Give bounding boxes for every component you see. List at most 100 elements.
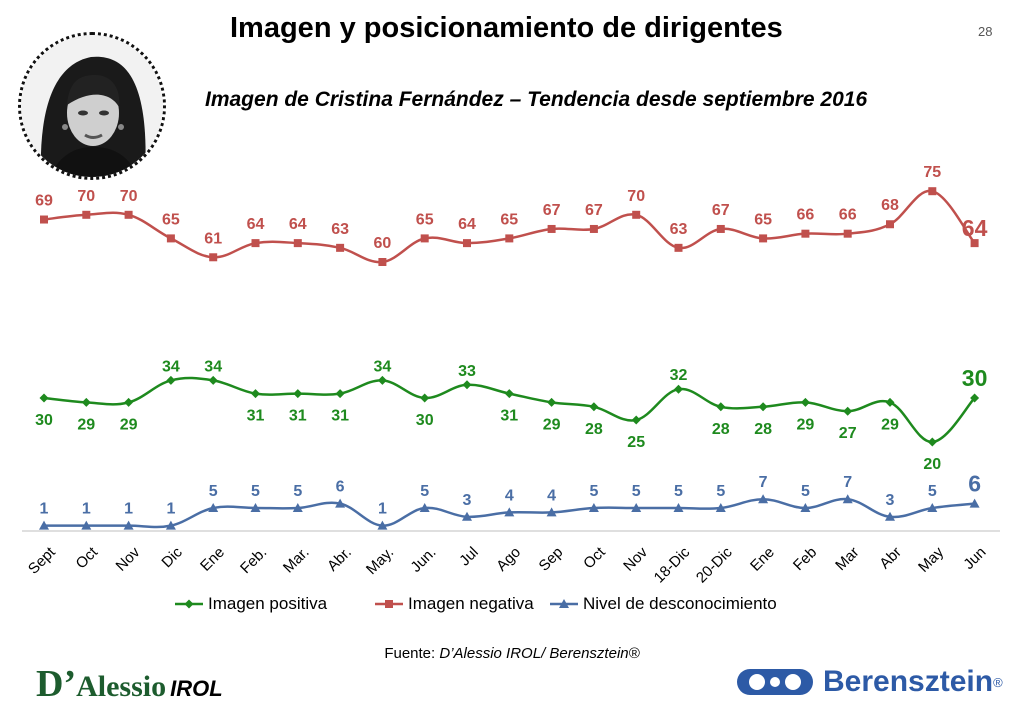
dalessio-logo-d: D’ bbox=[36, 663, 77, 705]
data-point-desconocimiento bbox=[123, 520, 134, 530]
data-label-negativa: 68 bbox=[881, 197, 899, 214]
data-point-positiva bbox=[251, 389, 260, 399]
data-label-desconocimiento: 6 bbox=[968, 471, 981, 497]
data-point-positiva bbox=[970, 393, 980, 403]
x-tick-label: Abr. bbox=[324, 544, 355, 575]
data-point-negativa bbox=[505, 234, 514, 243]
x-tick-label: May bbox=[915, 543, 947, 575]
data-point-desconocimiento bbox=[800, 503, 811, 512]
data-point-negativa bbox=[293, 239, 302, 248]
data-point-desconocimiento bbox=[335, 498, 346, 508]
data-point-negativa bbox=[124, 210, 133, 219]
data-label-negativa: 70 bbox=[77, 188, 95, 205]
data-label-negativa: 61 bbox=[204, 230, 222, 247]
source-label: Fuente: bbox=[384, 645, 440, 662]
data-point-desconocimiento bbox=[631, 503, 642, 512]
legend-marker bbox=[184, 599, 194, 609]
data-point-positiva bbox=[716, 402, 726, 412]
x-tick-label: 20-Dic bbox=[693, 543, 736, 586]
data-label-negativa: 67 bbox=[543, 202, 561, 219]
data-label-positiva: 31 bbox=[247, 408, 265, 425]
data-label-negativa: 63 bbox=[331, 221, 349, 238]
data-point-negativa bbox=[970, 239, 979, 248]
data-label-positiva: 29 bbox=[120, 416, 138, 433]
dalessio-logo-irol: IROL bbox=[170, 676, 223, 701]
data-label-negativa: 60 bbox=[374, 235, 392, 252]
data-point-desconocimiento bbox=[165, 520, 176, 530]
data-label-desconocimiento: 5 bbox=[928, 483, 937, 500]
data-label-desconocimiento: 5 bbox=[674, 483, 683, 500]
data-point-negativa bbox=[82, 210, 91, 219]
data-point-negativa bbox=[336, 243, 345, 252]
data-point-positiva bbox=[927, 437, 937, 447]
data-label-desconocimiento: 6 bbox=[336, 479, 345, 496]
data-point-positiva bbox=[39, 393, 49, 403]
data-label-desconocimiento: 7 bbox=[759, 474, 768, 491]
data-label-positiva: 30 bbox=[35, 412, 53, 429]
data-point-negativa bbox=[843, 229, 852, 238]
dalessio-logo-name: Alessio bbox=[76, 670, 167, 703]
data-point-desconocimiento bbox=[419, 503, 430, 512]
x-tick-label: Feb. bbox=[237, 544, 270, 577]
data-point-positiva bbox=[885, 397, 895, 407]
data-point-desconocimiento bbox=[462, 511, 472, 521]
page-number: 28 bbox=[978, 24, 993, 39]
data-point-positiva bbox=[420, 393, 430, 403]
data-point-positiva bbox=[208, 375, 218, 385]
data-point-desconocimiento bbox=[546, 507, 557, 517]
data-label-negativa: 67 bbox=[712, 202, 730, 219]
data-label-positiva: 20 bbox=[923, 456, 941, 473]
x-tick-label: Feb bbox=[790, 544, 820, 574]
data-point-positiva bbox=[674, 384, 683, 394]
data-label-desconocimiento: 5 bbox=[632, 483, 641, 500]
data-point-positiva bbox=[631, 415, 641, 425]
data-point-positiva bbox=[124, 397, 134, 407]
data-label-positiva: 29 bbox=[881, 416, 899, 433]
data-label-desconocimiento: 5 bbox=[293, 483, 302, 500]
data-point-desconocimiento bbox=[885, 511, 895, 521]
data-point-negativa bbox=[928, 187, 937, 196]
data-label-positiva: 31 bbox=[289, 408, 307, 425]
page-title: Imagen y posicionamiento de dirigentes bbox=[230, 12, 783, 44]
x-tick-label: Sept bbox=[25, 543, 59, 577]
data-label-positiva: 33 bbox=[458, 363, 476, 380]
data-label-negativa: 70 bbox=[627, 188, 645, 205]
data-label-positiva: 34 bbox=[204, 358, 222, 375]
data-label-desconocimiento: 5 bbox=[801, 483, 810, 500]
legend-label: Imagen negativa bbox=[408, 594, 534, 613]
data-label-positiva: 29 bbox=[543, 416, 561, 433]
data-point-positiva bbox=[547, 397, 557, 407]
data-point-positiva bbox=[758, 402, 768, 412]
data-label-positiva: 28 bbox=[754, 421, 772, 438]
data-label-desconocimiento: 1 bbox=[378, 501, 387, 518]
data-label-positiva: 28 bbox=[712, 421, 730, 438]
data-point-negativa bbox=[632, 210, 641, 219]
data-point-negativa bbox=[40, 215, 48, 224]
data-point-negativa bbox=[166, 234, 175, 243]
x-tick-label: 18-Dic bbox=[651, 543, 694, 586]
legend-marker bbox=[385, 600, 393, 608]
data-label-negativa: 65 bbox=[500, 211, 518, 228]
berensztein-logo-text: Berensztein bbox=[823, 665, 994, 698]
data-point-desconocimiento bbox=[208, 503, 219, 512]
data-label-positiva: 31 bbox=[500, 408, 518, 425]
berensztein-logo-icon bbox=[737, 669, 813, 695]
data-point-desconocimiento bbox=[927, 503, 938, 512]
data-label-positiva: 28 bbox=[585, 421, 603, 438]
x-tick-label: May. bbox=[363, 544, 397, 578]
data-point-positiva bbox=[589, 402, 599, 412]
x-tick-label: Mar. bbox=[280, 544, 313, 577]
berensztein-logo: Berensztein ® bbox=[735, 662, 1003, 702]
portrait-photo bbox=[18, 32, 166, 180]
data-label-negativa: 64 bbox=[962, 215, 988, 241]
x-tick-label: Sep bbox=[536, 544, 567, 575]
data-label-negativa: 75 bbox=[923, 164, 941, 181]
data-label-negativa: 66 bbox=[797, 207, 815, 224]
data-label-negativa: 65 bbox=[416, 211, 434, 228]
data-label-negativa: 69 bbox=[35, 193, 53, 210]
data-label-negativa: 66 bbox=[839, 207, 857, 224]
x-tick-label: Mar bbox=[832, 544, 862, 574]
data-label-positiva: 31 bbox=[331, 408, 349, 425]
data-label-desconocimiento: 5 bbox=[251, 483, 260, 500]
